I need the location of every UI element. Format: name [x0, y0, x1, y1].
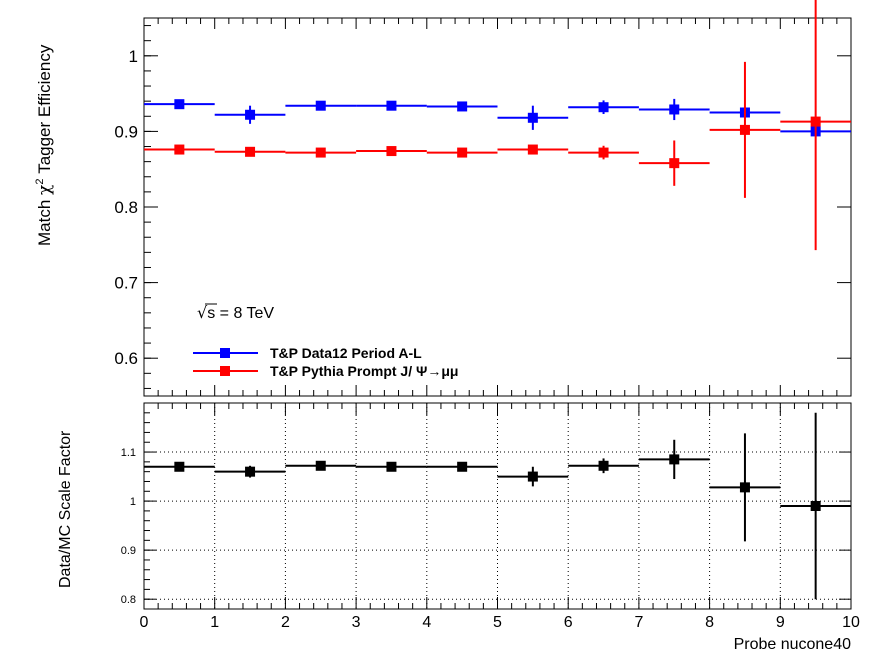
- ratio-y-tick-label: 0.9: [121, 545, 136, 557]
- efficiency-series: [144, 0, 851, 251]
- efficiency-point: [457, 147, 468, 158]
- efficiency-point: [810, 116, 821, 127]
- efficiency-y-tick-label: 0.9: [114, 122, 138, 141]
- x-tick-label: 4: [422, 614, 431, 631]
- ratio-point: [315, 460, 326, 471]
- efficiency-point: [527, 144, 538, 155]
- efficiency-point: [174, 144, 185, 155]
- x-tick-label: 9: [776, 614, 785, 631]
- x-tick-label: 0: [140, 614, 149, 631]
- efficiency-y-axis-label: Match χ2 Tagger Efficiency: [34, 44, 55, 246]
- energy-annotation: √s = 8 TeV: [197, 303, 274, 322]
- x-tick-label: 2: [281, 614, 290, 631]
- efficiency-y-tick-label: 0.6: [114, 349, 138, 368]
- efficiency-point: [598, 147, 609, 158]
- efficiency-point: [669, 104, 680, 115]
- x-tick-label: 5: [493, 614, 502, 631]
- x-tick-label: 7: [634, 614, 643, 631]
- legend-marker-data: [220, 348, 230, 358]
- efficiency-point: [457, 101, 468, 112]
- ratio-point: [527, 471, 538, 482]
- legend-marker-mc: [220, 366, 230, 376]
- efficiency-x-ticks: [143, 18, 852, 396]
- ratio-point: [598, 460, 609, 471]
- ratio-y-axis-label: Data/MC Scale Factor: [57, 430, 74, 588]
- ratio-y-tick-label: 0.8: [121, 594, 136, 606]
- efficiency-y-tick-label: 0.8: [114, 198, 138, 217]
- x-tick-label: 6: [564, 614, 573, 631]
- legend-label-mc: T&P Pythia Prompt J/ Ψ→μμ: [270, 363, 458, 379]
- legend: T&P Data12 Period A-L T&P Pythia Prompt …: [193, 345, 458, 379]
- efficiency-point: [669, 158, 680, 169]
- ratio-y-tick-label: 1: [130, 496, 136, 508]
- x-tick-label: 10: [842, 614, 860, 631]
- ratio-point: [457, 461, 468, 472]
- x-tick-label: 8: [705, 614, 714, 631]
- efficiency-point: [386, 146, 397, 157]
- ratio-point: [810, 501, 821, 511]
- efficiency-point: [598, 102, 609, 113]
- x-tick-label: 3: [352, 614, 361, 631]
- ratio-ticks: 0.8 0.9 1 1.1 0 1 2 3 4 5 6 7 8 9 10: [121, 403, 860, 631]
- ratio-point: [669, 454, 680, 465]
- ratio-point: [739, 482, 750, 493]
- efficiency-point: [527, 112, 538, 123]
- ratio-point: [386, 461, 397, 472]
- ratio-y-tick-label: 1.1: [121, 447, 136, 459]
- efficiency-point: [315, 100, 326, 111]
- efficiency-point: [739, 124, 750, 135]
- efficiency-y-tick-label: 1: [129, 47, 138, 66]
- efficiency-y-tick-label: 0.7: [114, 274, 138, 293]
- ratio-point: [174, 461, 185, 472]
- ratio-series: [144, 412, 851, 600]
- ratio-point: [245, 466, 256, 477]
- x-tick-label: 1: [210, 614, 219, 631]
- efficiency-point: [315, 147, 326, 158]
- legend-label-data: T&P Data12 Period A-L: [270, 345, 422, 361]
- efficiency-point: [174, 99, 185, 110]
- x-axis-label: Probe nucone40: [734, 636, 852, 653]
- efficiency-point: [245, 109, 256, 120]
- efficiency-point: [386, 100, 397, 111]
- efficiency-point: [245, 146, 256, 157]
